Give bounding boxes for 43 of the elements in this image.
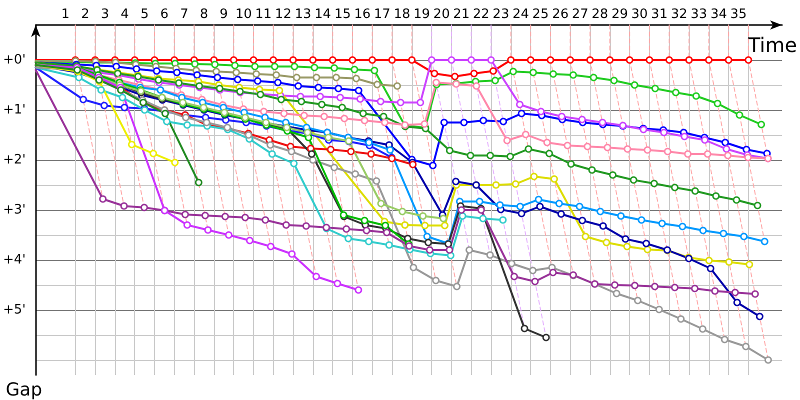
y-tick-label: +1' <box>2 102 26 118</box>
x-tick-label: 6 <box>160 7 169 22</box>
x-tick-label: 17 <box>374 7 390 22</box>
x-axis-title: Time <box>747 33 798 57</box>
x-tick-label: 5 <box>140 7 149 22</box>
x-tick-label: 27 <box>572 7 588 22</box>
x-tick-label: 25 <box>532 7 549 22</box>
x-tick-label: 16 <box>354 7 371 22</box>
x-tick-label: 14 <box>314 7 332 22</box>
y-tick-label: +4' <box>2 252 26 268</box>
x-tick-label: 9 <box>220 7 228 22</box>
x-tick-label: 26 <box>552 7 569 22</box>
x-tick-label: 29 <box>611 7 628 22</box>
x-tick-label: 2 <box>81 7 90 22</box>
x-tick-label: 35 <box>730 7 747 22</box>
y-tick-label: +5' <box>2 302 26 318</box>
x-tick-label: 12 <box>274 7 292 22</box>
x-tick-label: 30 <box>631 7 648 22</box>
x-tick-label: 32 <box>670 7 688 22</box>
x-tick-label: 8 <box>200 7 208 22</box>
x-tick-label: 15 <box>334 7 351 22</box>
x-tick-label: 4 <box>120 7 129 22</box>
x-tick-label: 20 <box>433 7 450 22</box>
y-tick-label: +0' <box>2 52 26 68</box>
x-tick-label: 22 <box>472 7 490 22</box>
x-tick-label: 24 <box>512 7 530 22</box>
y-axis-title: Gap <box>6 380 42 400</box>
x-tick-label: 18 <box>394 7 410 22</box>
x-tick-label: 7 <box>180 7 188 22</box>
x-tick-label: 31 <box>651 7 668 22</box>
x-tick-label: 3 <box>100 7 110 22</box>
x-tick-label: 28 <box>592 7 608 22</box>
x-tick-label: 23 <box>492 7 510 22</box>
x-tick-label: 13 <box>294 7 312 22</box>
x-tick-label: 10 <box>235 7 252 22</box>
x-tick-label: 1 <box>61 7 70 22</box>
x-tick-label: 21 <box>453 7 470 22</box>
y-tick-label: +2' <box>2 152 26 168</box>
x-tick-label: 34 <box>710 7 727 22</box>
x-tick-label: 11 <box>255 7 272 22</box>
x-tick-label: 19 <box>413 7 430 22</box>
y-tick-label: +3' <box>2 202 26 218</box>
x-tick-label: 33 <box>690 7 708 22</box>
